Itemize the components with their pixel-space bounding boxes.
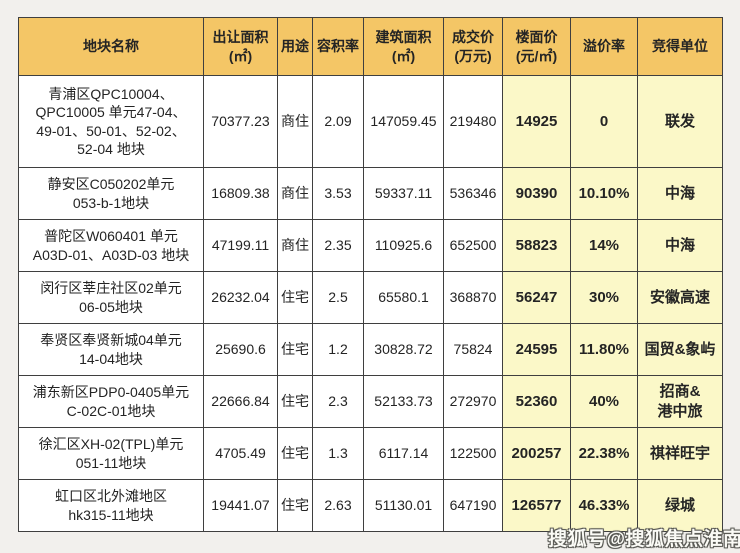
plot-ratio-cell: 2.3 [312, 375, 364, 428]
table-header: 地块名称 出让面积 (㎡) 用途 容积率 建筑面积 (㎡) 成交价 (万元) 楼… [18, 17, 723, 76]
premium-rate-cell: 22.38% [570, 427, 638, 480]
building-area-cell: 147059.45 [363, 75, 444, 168]
col-header-winning-bidder: 竞得单位 [637, 17, 723, 76]
floor-price-cell: 56247 [502, 271, 571, 324]
use-type-cell: 住宅 [277, 427, 313, 480]
transfer-area-cell: 16809.38 [203, 167, 278, 220]
col-header-premium-rate: 溢价率 [570, 17, 638, 76]
col-header-building-area: 建筑面积 (㎡) [363, 17, 444, 76]
floor-price-cell: 90390 [502, 167, 571, 220]
plot-ratio-cell: 2.63 [312, 479, 364, 532]
use-type-cell: 住宅 [277, 375, 313, 428]
premium-rate-cell: 10.10% [570, 167, 638, 220]
deal-price-cell: 536346 [443, 167, 503, 220]
parcel-name-cell: 静安区C050202单元 053-b-1地块 [18, 167, 204, 220]
winning-bidder-cell: 绿城 [637, 479, 723, 532]
col-header-parcel-name: 地块名称 [18, 17, 204, 76]
use-type-cell: 住宅 [277, 271, 313, 324]
deal-price-cell: 647190 [443, 479, 503, 532]
floor-price-cell: 24595 [502, 323, 571, 376]
table-body: 青浦区QPC10004、 QPC10005 单元47-04、 49-01、50-… [18, 75, 723, 532]
table-row: 静安区C050202单元 053-b-1地块 16809.38 商住 3.53 … [18, 167, 723, 220]
premium-rate-cell: 0 [570, 75, 638, 168]
plot-ratio-cell: 1.2 [312, 323, 364, 376]
deal-price-cell: 122500 [443, 427, 503, 480]
parcel-name-cell: 普陀区W060401 单元 A03D-01、A03D-03 地块 [18, 219, 204, 272]
building-area-cell: 52133.73 [363, 375, 444, 428]
plot-ratio-cell: 3.53 [312, 167, 364, 220]
deal-price-cell: 652500 [443, 219, 503, 272]
transfer-area-cell: 26232.04 [203, 271, 278, 324]
plot-ratio-cell: 2.35 [312, 219, 364, 272]
parcel-name-cell: 闵行区莘庄社区02单元 06-05地块 [18, 271, 204, 324]
transfer-area-cell: 22666.84 [203, 375, 278, 428]
use-type-cell: 住宅 [277, 323, 313, 376]
transfer-area-cell: 19441.07 [203, 479, 278, 532]
transfer-area-cell: 25690.6 [203, 323, 278, 376]
transfer-area-cell: 70377.23 [203, 75, 278, 168]
premium-rate-cell: 14% [570, 219, 638, 272]
winning-bidder-cell: 国贸&象屿 [637, 323, 723, 376]
table-row: 闵行区莘庄社区02单元 06-05地块 26232.04 住宅 2.5 6558… [18, 271, 723, 324]
winning-bidder-cell: 祺祥旺宇 [637, 427, 723, 480]
watermark: 搜狐号@搜狐焦点淮南站 [548, 529, 740, 550]
floor-price-cell: 52360 [502, 375, 571, 428]
use-type-cell: 住宅 [277, 479, 313, 532]
building-area-cell: 30828.72 [363, 323, 444, 376]
building-area-cell: 51130.01 [363, 479, 444, 532]
deal-price-cell: 219480 [443, 75, 503, 168]
premium-rate-cell: 40% [570, 375, 638, 428]
col-header-transfer-area: 出让面积 (㎡) [203, 17, 278, 76]
deal-price-cell: 368870 [443, 271, 503, 324]
col-header-deal-price: 成交价 (万元) [443, 17, 503, 76]
parcel-name-cell: 徐汇区XH-02(TPL)单元 051-11地块 [18, 427, 204, 480]
premium-rate-cell: 30% [570, 271, 638, 324]
plot-ratio-cell: 1.3 [312, 427, 364, 480]
use-type-cell: 商住 [277, 75, 313, 168]
premium-rate-cell: 46.33% [570, 479, 638, 532]
table-row: 奉贤区奉贤新城04单元 14-04地块 25690.6 住宅 1.2 30828… [18, 323, 723, 376]
deal-price-cell: 75824 [443, 323, 503, 376]
use-type-cell: 商住 [277, 219, 313, 272]
winning-bidder-cell: 招商& 港中旅 [637, 375, 723, 428]
parcel-name-cell: 奉贤区奉贤新城04单元 14-04地块 [18, 323, 204, 376]
parcel-name-cell: 浦东新区PDP0-0405单元 C-02C-01地块 [18, 375, 204, 428]
plot-ratio-cell: 2.09 [312, 75, 364, 168]
floor-price-cell: 14925 [502, 75, 571, 168]
floor-price-cell: 200257 [502, 427, 571, 480]
deal-price-cell: 272970 [443, 375, 503, 428]
floor-price-cell: 58823 [502, 219, 571, 272]
table-row: 虹口区北外滩地区 hk315-11地块 19441.07 住宅 2.63 511… [18, 479, 723, 532]
table-row: 浦东新区PDP0-0405单元 C-02C-01地块 22666.84 住宅 2… [18, 375, 723, 428]
transfer-area-cell: 4705.49 [203, 427, 278, 480]
header-row: 地块名称 出让面积 (㎡) 用途 容积率 建筑面积 (㎡) 成交价 (万元) 楼… [18, 17, 723, 76]
table-row: 青浦区QPC10004、 QPC10005 单元47-04、 49-01、50-… [18, 75, 723, 168]
building-area-cell: 110925.6 [363, 219, 444, 272]
building-area-cell: 59337.11 [363, 167, 444, 220]
col-header-floor-price: 楼面价 (元/㎡) [502, 17, 571, 76]
parcel-name-cell: 青浦区QPC10004、 QPC10005 单元47-04、 49-01、50-… [18, 75, 204, 168]
transfer-area-cell: 47199.11 [203, 219, 278, 272]
col-header-use-type: 用途 [277, 17, 313, 76]
winning-bidder-cell: 中海 [637, 219, 723, 272]
use-type-cell: 商住 [277, 167, 313, 220]
col-header-plot-ratio: 容积率 [312, 17, 364, 76]
parcel-name-cell: 虹口区北外滩地区 hk315-11地块 [18, 479, 204, 532]
winning-bidder-cell: 中海 [637, 167, 723, 220]
winning-bidder-cell: 联发 [637, 75, 723, 168]
building-area-cell: 6117.14 [363, 427, 444, 480]
building-area-cell: 65580.1 [363, 271, 444, 324]
table-row: 普陀区W060401 单元 A03D-01、A03D-03 地块 47199.1… [18, 219, 723, 272]
winning-bidder-cell: 安徽高速 [637, 271, 723, 324]
plot-ratio-cell: 2.5 [312, 271, 364, 324]
table-row: 徐汇区XH-02(TPL)单元 051-11地块 4705.49 住宅 1.3 … [18, 427, 723, 480]
premium-rate-cell: 11.80% [570, 323, 638, 376]
land-transactions-table: 地块名称 出让面积 (㎡) 用途 容积率 建筑面积 (㎡) 成交价 (万元) 楼… [18, 17, 723, 532]
floor-price-cell: 126577 [502, 479, 571, 532]
